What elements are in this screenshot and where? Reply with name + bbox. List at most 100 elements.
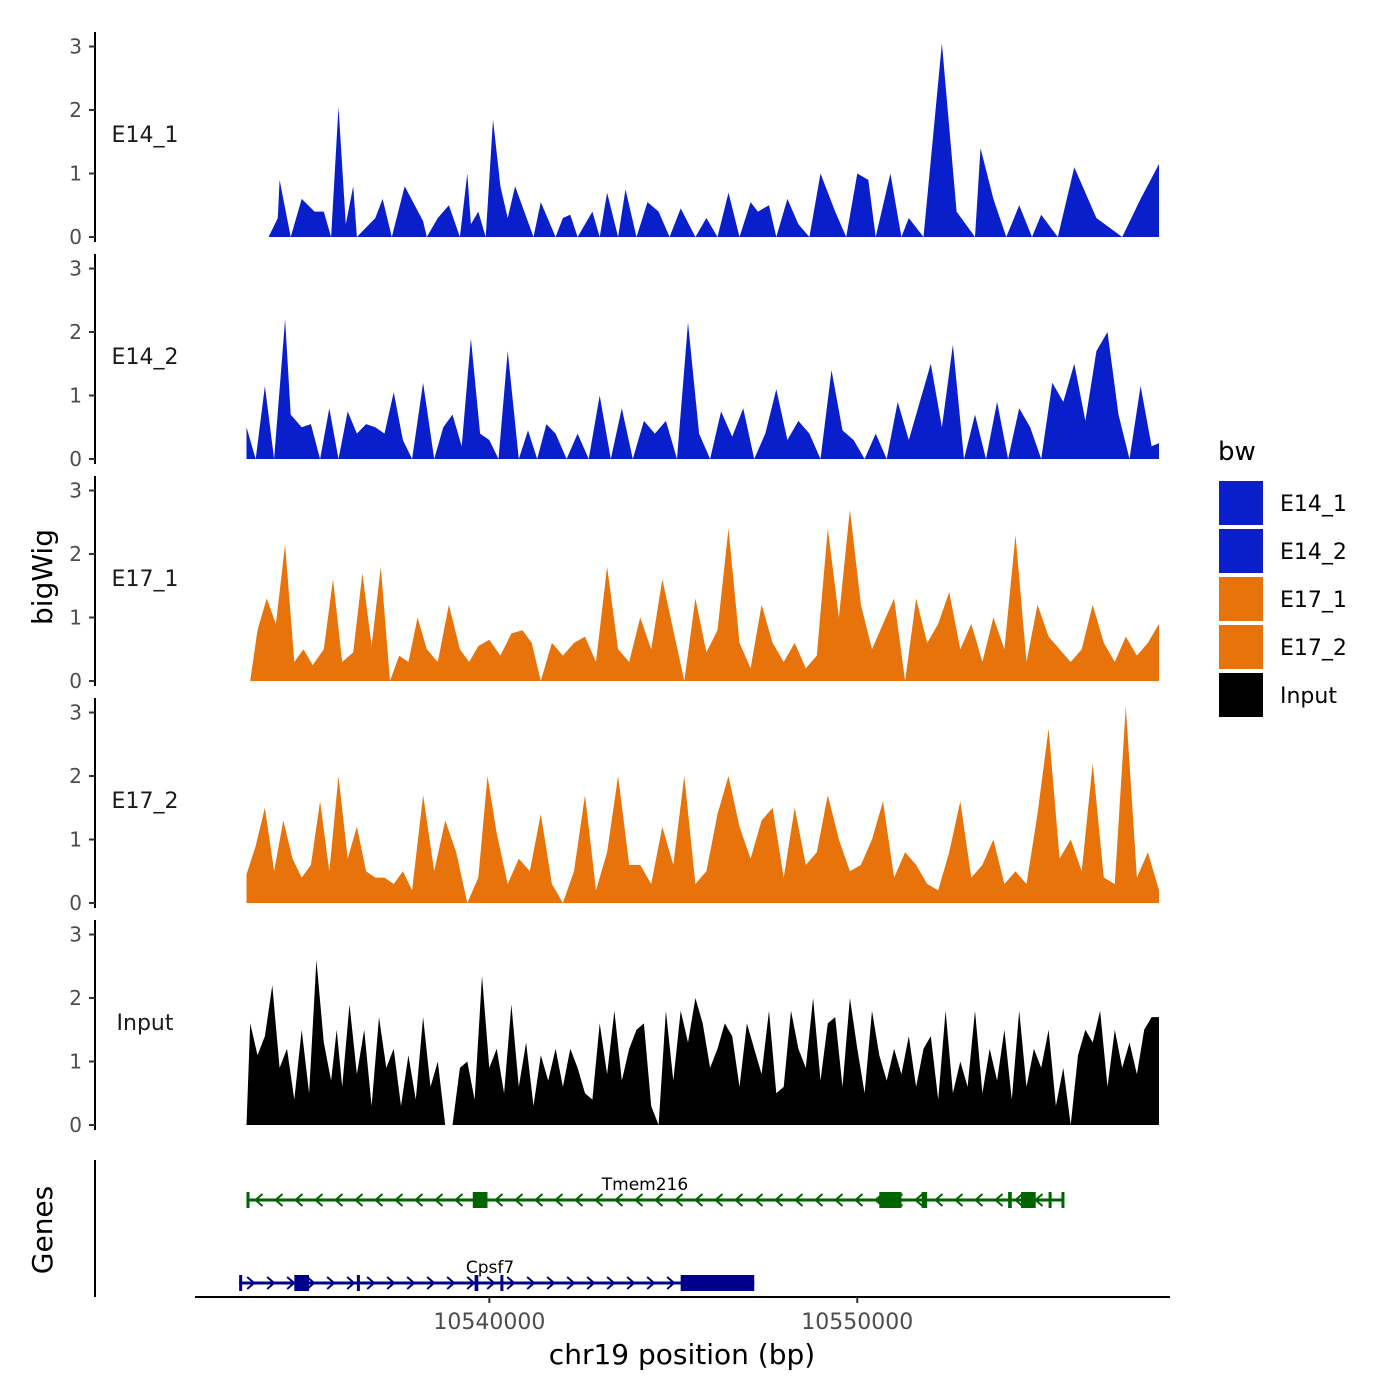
strand-arrow (1013, 1193, 1024, 1207)
x-axis-title: chr19 position (bp) (549, 1338, 815, 1371)
gene-exon (294, 1275, 310, 1291)
y-tick-label: 0 (69, 669, 82, 693)
track-e17-1: 0 1 2 3 E17_1 (69, 476, 1159, 693)
y-tick-label: 1 (69, 1050, 82, 1074)
y-tick-label: 1 (69, 384, 82, 408)
strand-arrow (393, 1193, 404, 1207)
strand-arrow (606, 1276, 616, 1290)
y-tick-label: 2 (69, 320, 82, 344)
strand-arrow (526, 1276, 536, 1290)
gene-exon (921, 1192, 928, 1208)
strand-arrow (853, 1193, 864, 1207)
track-e14-2: 0 1 2 3 E14_2 (69, 254, 1159, 471)
strand-arrow (693, 1193, 704, 1207)
x-tick-label: 10540000 (433, 1310, 545, 1335)
strand-arrow (586, 1276, 596, 1290)
x-tick-label: 10550000 (801, 1310, 913, 1335)
strand-arrow (486, 1276, 496, 1290)
gene-exon (239, 1275, 243, 1291)
strand-arrow (626, 1276, 636, 1290)
strand-arrow (753, 1193, 764, 1207)
strand-arrow (493, 1193, 504, 1207)
x-axis: 10540000 10550000 (195, 1296, 1170, 1335)
strand-arrow (333, 1193, 344, 1207)
genes-axis-title: Genes (26, 1186, 59, 1274)
strand-arrow (993, 1193, 1004, 1207)
y-tick-label: 0 (69, 891, 82, 915)
y-tick-label: 1 (69, 162, 82, 186)
legend-title: bw (1218, 437, 1256, 467)
strand-arrow (453, 1193, 464, 1207)
strand-arrow (566, 1276, 576, 1290)
gene-track: Tmem216 Cpsf7 (94, 1160, 1065, 1297)
strand-arrow (466, 1276, 476, 1290)
strand-arrow (953, 1193, 964, 1207)
gene-cpsf7: Cpsf7 (239, 1258, 755, 1291)
legend-label: E17_2 (1280, 636, 1347, 661)
track-label: E17_2 (112, 789, 179, 814)
gene-exon (680, 1275, 755, 1291)
legend-swatch (1219, 625, 1263, 669)
strand-arrow (613, 1193, 624, 1207)
y-tick-label: 3 (69, 923, 82, 947)
strand-arrow (386, 1276, 396, 1290)
track-e14-1: 0 1 2 3 E14_1 (69, 32, 1160, 249)
legend-swatch (1219, 673, 1263, 717)
track-label: E14_1 (112, 123, 179, 148)
strand-arrow (573, 1193, 584, 1207)
y-tick-label: 3 (69, 701, 82, 725)
y-axis-title: bigWig (26, 529, 59, 625)
y-tick-label: 2 (69, 542, 82, 566)
coverage-area (246, 706, 1159, 903)
gene-tmem216: Tmem216 (246, 1175, 1065, 1208)
strand-arrow (713, 1193, 724, 1207)
strand-arrow (813, 1193, 824, 1207)
strand-arrow (286, 1276, 296, 1290)
gene-label: Tmem216 (601, 1175, 688, 1195)
strand-arrow (413, 1193, 424, 1207)
gene-exon (356, 1275, 360, 1291)
strand-arrow (266, 1276, 276, 1290)
coverage-area (246, 319, 1159, 459)
strand-arrow (293, 1193, 304, 1207)
coverage-area (250, 509, 1159, 681)
gene-exon (1008, 1192, 1012, 1208)
y-tick-label: 3 (69, 479, 82, 503)
legend-entry: E17_1 (1219, 577, 1347, 621)
coverage-tracks: 0 1 2 3 E14_1 0 1 2 3 E14_2 0 1 2 3 E17_1 0 1 2 3 E17_2 0 1 2 3… (69, 32, 1160, 1137)
y-tick-label: 1 (69, 606, 82, 630)
legend-label: E17_1 (1280, 588, 1347, 613)
y-tick-label: 0 (69, 1113, 82, 1137)
strand-arrow (426, 1276, 436, 1290)
strand-arrow (546, 1276, 556, 1290)
strand-arrow (593, 1193, 604, 1207)
track-label: E14_2 (112, 345, 179, 370)
coverage-area (246, 959, 1159, 1125)
strand-arrow (373, 1193, 384, 1207)
gene-exon (1020, 1192, 1036, 1208)
legend-swatch (1219, 529, 1263, 573)
strand-arrow (833, 1193, 844, 1207)
strand-arrow (513, 1193, 524, 1207)
coverage-area (268, 43, 1160, 237)
track-label: E17_1 (112, 567, 179, 592)
strand-arrow (933, 1193, 944, 1207)
y-tick-label: 3 (69, 35, 82, 59)
strand-arrow (506, 1276, 516, 1290)
strand-arrow (313, 1193, 324, 1207)
strand-arrow (913, 1193, 924, 1207)
gene-label: Cpsf7 (466, 1258, 514, 1278)
strand-arrow (646, 1276, 656, 1290)
strand-arrow (366, 1276, 376, 1290)
gene-exon (474, 1275, 479, 1291)
strand-arrow (673, 1193, 684, 1207)
strand-arrow (793, 1193, 804, 1207)
track-input: 0 1 2 3 Input (69, 920, 1159, 1137)
y-tick-label: 3 (69, 257, 82, 281)
strand-arrow (273, 1193, 284, 1207)
legend-swatch (1219, 481, 1263, 525)
gene-exon (1048, 1192, 1052, 1208)
y-tick-label: 0 (69, 447, 82, 471)
track-e17-2: 0 1 2 3 E17_2 (69, 698, 1159, 915)
